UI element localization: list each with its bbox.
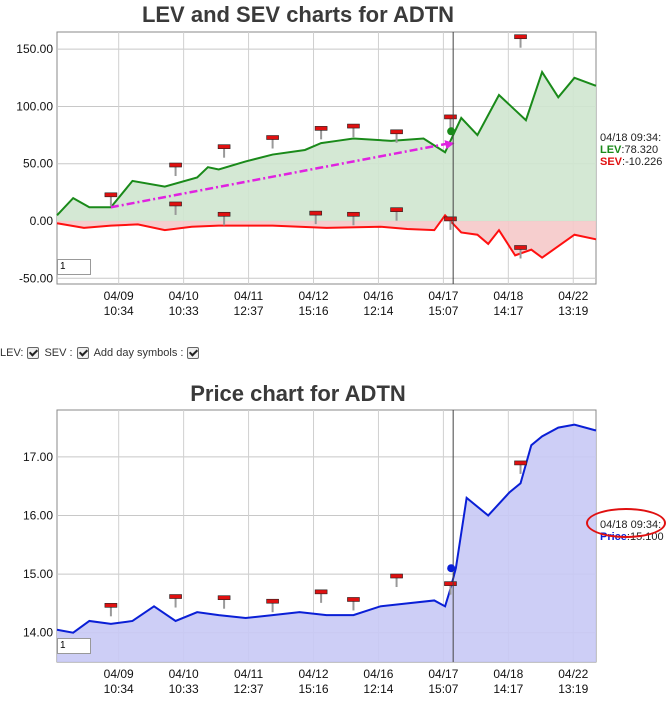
lev-day-marker [514, 245, 527, 250]
lev-x-tick-date: 04/10 [169, 289, 199, 303]
sev-toggle-label: SEV : [44, 347, 73, 359]
price-line [56, 423, 597, 634]
price-area [57, 424, 596, 662]
lev-day-marker [390, 207, 403, 212]
price-y-tick-label: 17.00 [23, 450, 53, 464]
lev-area [57, 72, 596, 221]
price-y-tick-label: 16.00 [23, 508, 53, 522]
sev-line [56, 213, 597, 259]
lev-x-tick-date: 04/17 [428, 289, 458, 303]
sev-toggle-checkbox[interactable] [76, 347, 89, 359]
lev-zoom-input[interactable]: 1 [57, 259, 91, 275]
trend-arrow [110, 141, 451, 209]
price-zoom-input[interactable]: 1 [57, 638, 91, 654]
lev-day-marker [347, 211, 360, 217]
lev-chart-title: LEV and SEV charts for ADTN [141, 2, 455, 27]
lev-info-label: LEV [600, 144, 622, 156]
price-x-tick-time: 10:34 [104, 682, 134, 696]
chart-controls: LEV: SEV : Add day symbols : [0, 347, 202, 359]
price-x-tick-time: 14:17 [493, 682, 523, 696]
lev-day-marker [444, 216, 457, 222]
price-day-marker [314, 589, 328, 595]
lev-x-tick-time: 15:07 [428, 304, 458, 318]
price-day-marker [514, 460, 527, 466]
lev-current-dot [447, 127, 456, 136]
price-x-tick-time: 13:19 [558, 682, 588, 696]
lev-day-marker [217, 144, 231, 149]
lev-x-tick-date: 04/18 [493, 289, 523, 303]
price-day-marker [169, 594, 182, 599]
lev-day-marker [347, 123, 360, 129]
lev-day-marker [169, 201, 182, 207]
price-x-tick-date: 04/11 [234, 667, 263, 681]
price-day-marker [390, 573, 403, 579]
lev-toggle-checkbox[interactable] [27, 347, 40, 359]
lev-day-marker [514, 34, 527, 40]
trend-arrow-head [444, 140, 455, 150]
price-x-tick-date: 04/17 [428, 667, 458, 681]
lev-line [56, 69, 597, 216]
lev-y-tick-label: -50.00 [19, 271, 53, 285]
lev-info-value: :78.320 [621, 144, 659, 156]
lev-day-marker [444, 114, 457, 120]
lev-x-tick-time: 12:14 [363, 304, 393, 318]
price-day-marker [347, 597, 360, 602]
lev-day-marker [169, 162, 182, 168]
lev-y-tick-label: 150.00 [16, 42, 53, 56]
lev-toggle-label: LEV: [0, 347, 24, 359]
price-x-tick-date: 04/18 [493, 667, 523, 681]
lev-info-timestamp: 04/18 09:34: [600, 132, 662, 144]
lev-day-marker [104, 192, 118, 198]
lev-day-marker [314, 126, 328, 131]
price-x-tick-time: 12:14 [363, 682, 393, 696]
sev-info-value: :-10.226 [622, 156, 663, 168]
lev-y-tick-label: 100.00 [16, 99, 53, 113]
lev-day-marker [266, 135, 279, 140]
price-y-tick-label: 15.00 [23, 567, 53, 581]
lev-x-tick-time: 10:33 [169, 304, 199, 318]
lev-x-tick-time: 14:17 [493, 304, 523, 318]
price-x-tick-time: 12:37 [234, 682, 264, 696]
price-day-marker [104, 603, 118, 608]
day-symbols-label: Add day symbols : [93, 347, 184, 359]
lev-x-tick-date: 04/22 [558, 289, 588, 303]
lev-x-tick-date: 04/09 [104, 289, 134, 303]
price-x-tick-time: 10:33 [169, 682, 199, 696]
lev-x-tick-date: 04/11 [234, 289, 263, 303]
price-day-marker [444, 581, 457, 586]
lev-x-tick-time: 12:37 [234, 304, 264, 318]
price-x-tick-date: 04/16 [363, 667, 393, 681]
lev-x-tick-date: 04/12 [298, 289, 328, 303]
price-x-tick-date: 04/22 [558, 667, 588, 681]
price-chart-title: Price chart for ADTN [190, 381, 406, 406]
price-day-marker [266, 598, 279, 604]
highlight-ellipse [586, 508, 666, 538]
lev-day-marker [309, 210, 323, 216]
lev-x-tick-time: 15:16 [298, 304, 328, 318]
lev-y-tick-label: 0.00 [30, 214, 54, 228]
lev-x-tick-time: 13:19 [558, 304, 588, 318]
lev-x-tick-time: 10:34 [104, 304, 134, 318]
price-x-tick-date: 04/09 [104, 667, 134, 681]
lev-info-panel: 04/18 09:34: LEV:78.320 SEV:-10.226 [600, 132, 662, 168]
day-symbols-checkbox[interactable] [187, 347, 200, 359]
lev-day-marker [217, 211, 231, 217]
price-y-tick-label: 14.00 [23, 626, 53, 640]
price-x-tick-time: 15:16 [298, 682, 328, 696]
lev-day-marker [390, 129, 403, 135]
price-day-marker [217, 595, 231, 601]
price-current-dot [447, 564, 456, 573]
sev-info-label: SEV [600, 156, 623, 168]
price-x-tick-time: 15:07 [428, 682, 458, 696]
lev-x-tick-date: 04/16 [363, 289, 393, 303]
lev-y-tick-label: 50.00 [23, 157, 53, 171]
price-x-tick-date: 04/12 [298, 667, 328, 681]
price-x-tick-date: 04/10 [169, 667, 199, 681]
